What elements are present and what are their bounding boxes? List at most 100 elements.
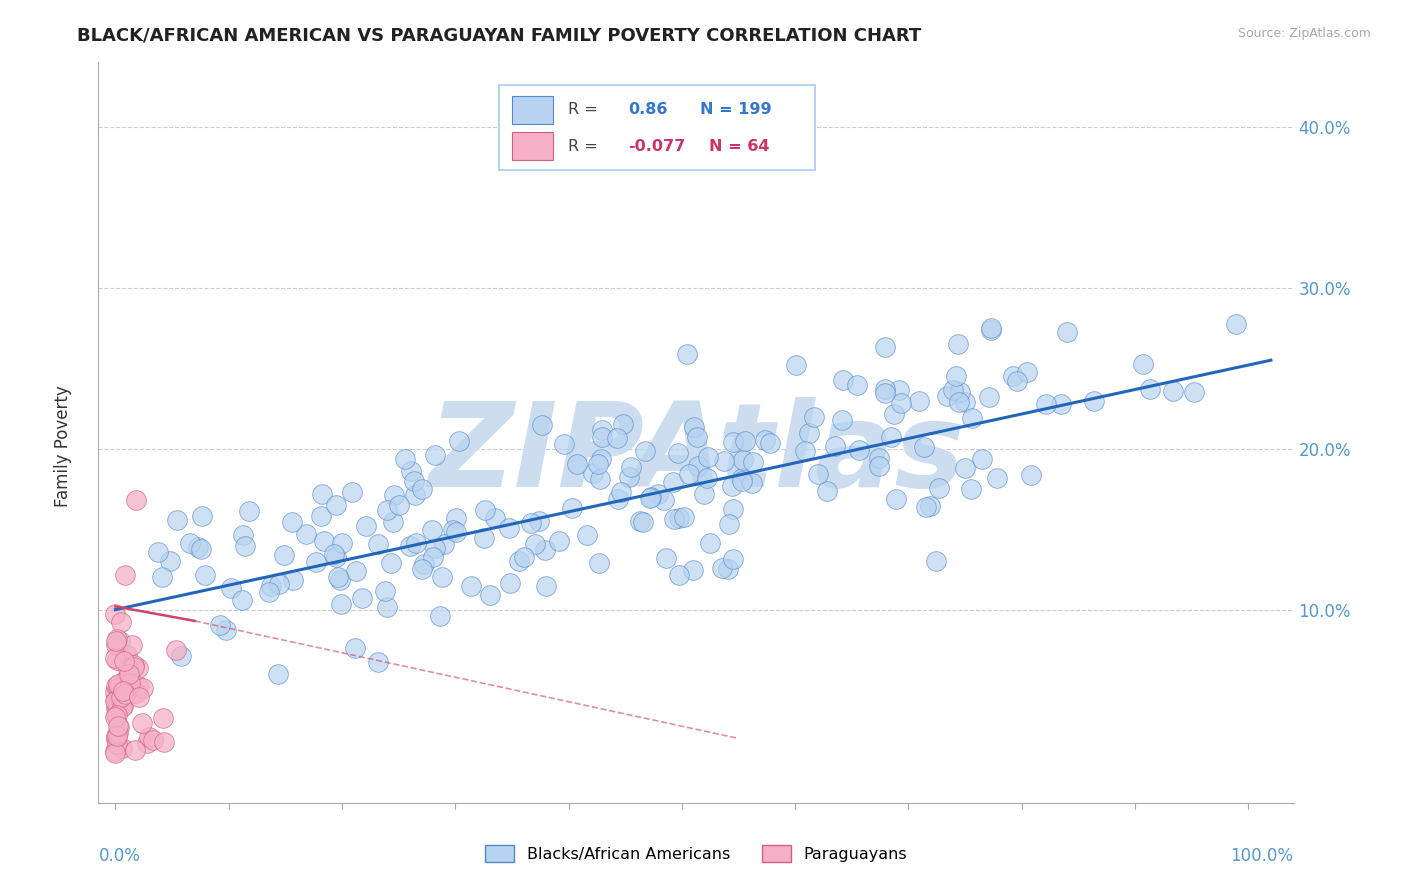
Point [686, 430, 709, 444]
Point [638, 491, 661, 506]
Point [519, 516, 541, 531]
Point [447, 434, 470, 448]
Point [107, 726, 129, 740]
Point [884, 492, 907, 507]
Point [953, 395, 976, 409]
Point [547, 534, 569, 549]
Point [425, 541, 447, 556]
Point [759, 436, 782, 450]
Point [560, 500, 582, 515]
Point [117, 661, 139, 675]
Text: BLACK/AFRICAN AMERICAN VS PARAGUAYAN FAMILY POVERTY CORRELATION CHART: BLACK/AFRICAN AMERICAN VS PARAGUAYAN FAM… [77, 27, 921, 45]
Point [326, 570, 349, 584]
Point [797, 425, 820, 440]
Point [848, 442, 870, 457]
Point [531, 418, 554, 433]
Point [591, 423, 613, 437]
Point [429, 609, 451, 624]
Point [105, 653, 128, 667]
Point [607, 491, 630, 506]
Point [344, 641, 367, 656]
Point [946, 336, 969, 351]
Point [367, 537, 389, 551]
Point [104, 684, 127, 698]
Point [589, 472, 612, 486]
Point [179, 536, 201, 550]
Point [717, 562, 740, 576]
Point [723, 551, 745, 566]
Point [165, 643, 187, 657]
Point [890, 396, 912, 410]
Point [1035, 396, 1057, 410]
Point [267, 667, 290, 681]
Point [114, 568, 136, 582]
Point [697, 450, 720, 464]
FancyBboxPatch shape [512, 95, 553, 124]
FancyBboxPatch shape [499, 85, 815, 169]
Point [105, 732, 128, 747]
Point [166, 513, 188, 527]
Point [536, 579, 558, 593]
Point [127, 679, 149, 693]
Point [238, 503, 260, 517]
Point [741, 476, 763, 491]
Point [875, 340, 897, 354]
Point [612, 417, 634, 431]
Point [110, 690, 132, 704]
Point [350, 591, 373, 605]
Text: Family Poverty: Family Poverty [55, 385, 72, 507]
Point [534, 543, 557, 558]
Point [631, 515, 654, 529]
Point [118, 672, 141, 686]
Point [472, 531, 495, 545]
Point [311, 509, 333, 524]
Point [128, 690, 150, 705]
Point [142, 733, 165, 747]
Point [723, 501, 745, 516]
Point [194, 568, 217, 582]
Point [754, 433, 776, 447]
Point [980, 320, 1002, 334]
Point [912, 440, 935, 454]
Point [474, 503, 496, 517]
Point [576, 528, 599, 542]
Point [513, 550, 536, 565]
Point [104, 744, 127, 758]
Point [668, 567, 690, 582]
Point [104, 651, 127, 665]
Point [108, 698, 131, 713]
Point [170, 648, 193, 663]
Point [122, 657, 145, 672]
Point [731, 452, 754, 467]
Point [460, 579, 482, 593]
Point [104, 708, 127, 723]
Point [693, 486, 716, 500]
Point [785, 358, 807, 372]
Point [150, 570, 173, 584]
Point [413, 557, 436, 571]
Point [114, 687, 136, 701]
Point [589, 451, 612, 466]
Point [153, 734, 176, 748]
Text: -0.077: -0.077 [628, 138, 685, 153]
Point [628, 514, 651, 528]
Point [1182, 385, 1205, 400]
Point [388, 498, 411, 512]
Point [1161, 384, 1184, 399]
Point [138, 730, 160, 744]
Point [1050, 397, 1073, 411]
Point [295, 527, 318, 541]
Point [105, 708, 128, 723]
Point [131, 716, 153, 731]
Point [105, 737, 128, 751]
Point [942, 383, 965, 397]
Point [433, 537, 456, 551]
Point [107, 719, 129, 733]
Point [588, 556, 610, 570]
Point [977, 390, 1000, 404]
Point [1132, 357, 1154, 371]
Point [187, 541, 209, 555]
Point [875, 382, 897, 396]
Point [962, 411, 984, 425]
Point [1225, 317, 1247, 331]
